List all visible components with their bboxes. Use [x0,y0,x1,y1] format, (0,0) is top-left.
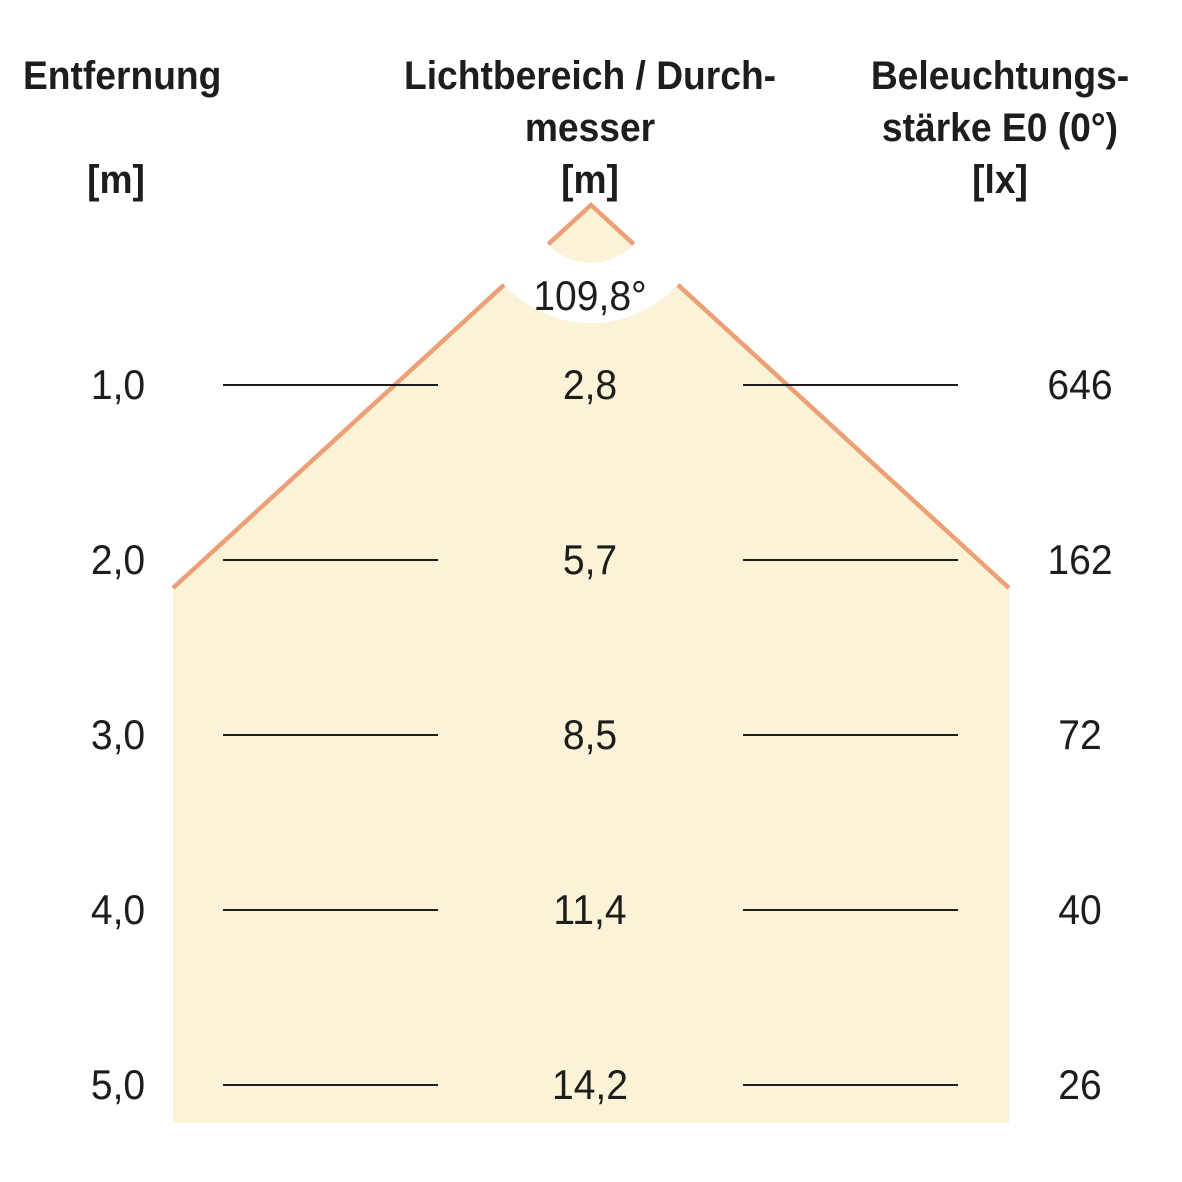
cone-body [173,284,1009,1123]
column-header-illuminance: Beleuchtungs- stärke E0 (0°) [lx] [850,50,1150,206]
beam-angle-label: 109,8° [533,272,647,319]
header-distance-title: Entfernung [23,54,222,98]
cone-apex-sector [548,205,634,263]
cone-edge-left [171,283,506,590]
column-header-diameter: Lichtbereich / Durch- messer [m] [390,50,790,206]
table-row: 3,0 8,5 72 [0,709,1182,761]
distance-value: 2,0 [90,536,146,583]
row-line-right [743,909,958,911]
row-line-left [223,1084,438,1086]
column-header-distance: Entfernung [m] [16,50,222,206]
row-line-right [743,734,958,736]
distance-value: 3,0 [90,711,146,758]
table-row: 5,0 14,2 26 [0,1059,1182,1111]
row-line-left [223,559,438,561]
header-illuminance-title-line2: stärke E0 (0°) [881,106,1119,150]
illuminance-value: 40 [1058,886,1102,933]
header-illuminance-title-line1: Beleuchtungs- [870,54,1130,98]
header-diameter-title-line2: messer [524,106,656,150]
diameter-value: 2,8 [562,361,618,408]
row-line-left [223,384,438,386]
distance-value: 5,0 [90,1061,146,1108]
header-diameter-unit: [m] [561,158,619,202]
table-row: 1,0 2,8 646 [0,359,1182,411]
header-distance-unit: [m] [87,158,145,202]
illuminance-value: 26 [1058,1061,1102,1108]
row-line-left [223,734,438,736]
row-line-right [743,559,958,561]
diameter-value: 14,2 [551,1061,629,1108]
cone-apex-edges [546,201,636,246]
illuminance-value: 162 [1047,536,1113,583]
table-row: 4,0 11,4 40 [0,884,1182,936]
row-line-right [743,1084,958,1086]
diameter-value: 11,4 [553,886,627,933]
illuminance-value: 646 [1047,361,1113,408]
distance-value: 4,0 [90,886,146,933]
cone-edge-right [676,283,1011,590]
row-line-right [743,384,958,386]
row-line-left [223,909,438,911]
diameter-value: 8,5 [562,711,618,758]
header-illuminance-unit: [lx] [972,158,1028,202]
header-diameter-title-line1: Lichtbereich / Durch- [404,54,777,98]
diameter-value: 5,7 [562,536,618,583]
distance-value: 1,0 [90,361,146,408]
table-row: 2,0 5,7 162 [0,534,1182,586]
illuminance-value: 72 [1058,711,1102,758]
